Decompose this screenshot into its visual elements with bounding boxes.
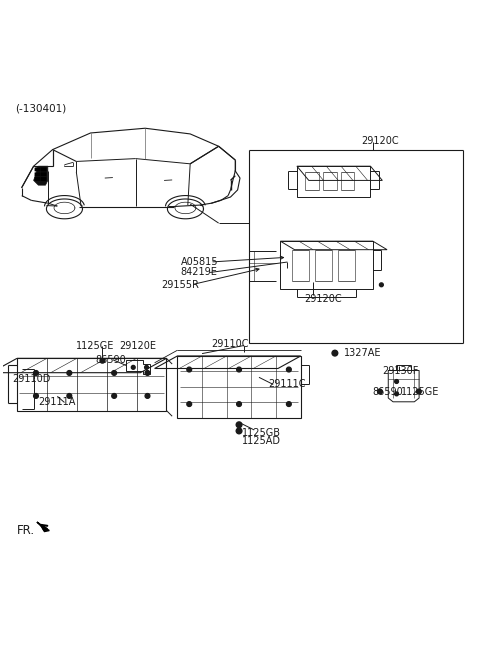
FancyBboxPatch shape (41, 168, 47, 172)
Text: (-130401): (-130401) (14, 103, 66, 113)
Circle shape (237, 402, 241, 407)
Text: 29130F: 29130F (383, 366, 419, 376)
Text: 29110D: 29110D (12, 374, 51, 384)
FancyBboxPatch shape (41, 177, 47, 181)
Circle shape (67, 394, 72, 398)
Circle shape (187, 367, 192, 372)
Text: 29111C: 29111C (268, 379, 306, 390)
Circle shape (287, 402, 291, 407)
Circle shape (187, 402, 192, 407)
Circle shape (112, 394, 117, 398)
Text: 29120E: 29120E (119, 341, 156, 352)
FancyBboxPatch shape (35, 177, 40, 181)
Text: 1125AD: 1125AD (242, 436, 281, 446)
Circle shape (34, 394, 38, 398)
Text: 29155R: 29155R (162, 280, 200, 290)
Circle shape (145, 371, 150, 375)
Circle shape (132, 365, 135, 369)
Circle shape (287, 367, 291, 372)
Text: 29120C: 29120C (304, 294, 342, 304)
Circle shape (237, 367, 241, 372)
Text: 1125GB: 1125GB (242, 428, 281, 438)
Circle shape (145, 394, 150, 398)
Circle shape (34, 371, 38, 375)
FancyBboxPatch shape (41, 172, 47, 176)
FancyBboxPatch shape (35, 172, 40, 176)
Circle shape (236, 422, 242, 428)
Text: 86590: 86590 (96, 355, 126, 365)
Circle shape (417, 389, 421, 394)
Circle shape (380, 283, 384, 287)
Text: 1125GE: 1125GE (401, 386, 440, 396)
Text: 29111A: 29111A (38, 398, 76, 407)
Text: 29110C: 29110C (212, 339, 249, 349)
Circle shape (236, 428, 242, 434)
Polygon shape (34, 166, 48, 185)
Text: 84219E: 84219E (180, 267, 217, 278)
Polygon shape (37, 522, 49, 531)
Text: A05815: A05815 (180, 257, 218, 267)
Text: 1327AE: 1327AE (344, 348, 382, 358)
Text: FR.: FR. (17, 524, 35, 537)
Circle shape (144, 365, 148, 369)
Circle shape (67, 371, 72, 375)
Text: 1125GE: 1125GE (76, 341, 115, 352)
Circle shape (100, 358, 105, 363)
Circle shape (395, 392, 398, 396)
Circle shape (395, 380, 398, 383)
Circle shape (112, 371, 117, 375)
FancyBboxPatch shape (35, 168, 40, 172)
Text: 29120C: 29120C (361, 136, 398, 145)
Circle shape (332, 350, 338, 356)
Text: 86590: 86590 (373, 386, 404, 396)
Circle shape (378, 389, 383, 394)
